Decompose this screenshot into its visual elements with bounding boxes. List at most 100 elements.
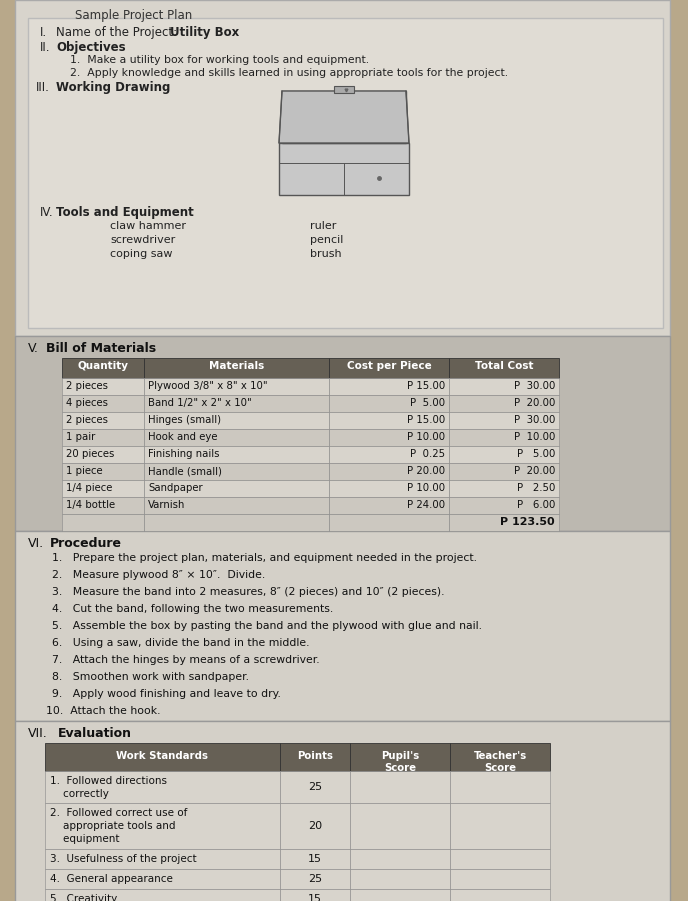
Bar bbox=[280, 771, 350, 803]
Text: Cost per Piece: Cost per Piece bbox=[347, 361, 431, 371]
Text: 1/4 bottle: 1/4 bottle bbox=[66, 500, 115, 510]
Bar bbox=[350, 849, 450, 869]
Text: 25: 25 bbox=[308, 782, 322, 792]
Bar bbox=[449, 514, 559, 531]
Bar bbox=[62, 497, 144, 514]
Bar bbox=[449, 480, 559, 497]
Text: 2.  Followed correct use of: 2. Followed correct use of bbox=[50, 808, 187, 818]
Bar bbox=[449, 497, 559, 514]
Bar bbox=[45, 869, 280, 889]
Bar bbox=[329, 378, 449, 395]
Bar bbox=[449, 463, 559, 480]
Text: P  20.00: P 20.00 bbox=[514, 466, 555, 476]
Bar bbox=[45, 849, 280, 869]
Text: P 15.00: P 15.00 bbox=[407, 415, 445, 425]
Text: Finishing nails: Finishing nails bbox=[148, 449, 219, 459]
Bar bbox=[280, 889, 350, 901]
Bar bbox=[144, 395, 329, 412]
Text: Teacher's
Score: Teacher's Score bbox=[473, 751, 526, 772]
Bar bbox=[62, 446, 144, 463]
Bar bbox=[449, 358, 559, 378]
Bar bbox=[449, 446, 559, 463]
Bar bbox=[45, 771, 280, 803]
Text: Procedure: Procedure bbox=[50, 537, 122, 550]
Text: P  30.00: P 30.00 bbox=[514, 381, 555, 391]
Text: VII.: VII. bbox=[28, 727, 47, 740]
Text: Total Cost: Total Cost bbox=[475, 361, 533, 371]
Text: I.: I. bbox=[40, 26, 47, 39]
Text: P  10.00: P 10.00 bbox=[514, 432, 555, 442]
Text: Work Standards: Work Standards bbox=[116, 751, 208, 761]
Text: 4.   Cut the band, following the two measurements.: 4. Cut the band, following the two measu… bbox=[52, 604, 333, 614]
Text: 3.  Usefulness of the project: 3. Usefulness of the project bbox=[50, 854, 197, 864]
Bar bbox=[450, 771, 550, 803]
Bar bbox=[449, 378, 559, 395]
Text: Evaluation: Evaluation bbox=[58, 727, 132, 740]
Bar bbox=[144, 358, 329, 378]
Text: 10.  Attach the hook.: 10. Attach the hook. bbox=[46, 706, 160, 716]
Bar bbox=[62, 514, 144, 531]
Bar bbox=[279, 143, 409, 195]
Text: 6.   Using a saw, divide the band in the middle.: 6. Using a saw, divide the band in the m… bbox=[52, 638, 310, 648]
Text: Pupil's
Score: Pupil's Score bbox=[381, 751, 419, 772]
Bar bbox=[144, 463, 329, 480]
Text: VI.: VI. bbox=[28, 537, 44, 550]
Bar bbox=[350, 803, 450, 849]
Text: P   5.00: P 5.00 bbox=[517, 449, 555, 459]
Bar bbox=[144, 378, 329, 395]
Text: IV.: IV. bbox=[40, 206, 54, 219]
Text: 1.   Prepare the project plan, materials, and equipment needed in the project.: 1. Prepare the project plan, materials, … bbox=[52, 553, 477, 563]
Text: P 15.00: P 15.00 bbox=[407, 381, 445, 391]
Bar bbox=[144, 412, 329, 429]
Text: P 24.00: P 24.00 bbox=[407, 500, 445, 510]
Bar bbox=[350, 889, 450, 901]
Text: correctly: correctly bbox=[50, 789, 109, 799]
Text: pencil: pencil bbox=[310, 235, 343, 245]
Bar bbox=[334, 86, 354, 93]
Bar bbox=[280, 743, 350, 771]
Text: Materials: Materials bbox=[209, 361, 264, 371]
Bar bbox=[62, 429, 144, 446]
Text: P   2.50: P 2.50 bbox=[517, 483, 555, 493]
Bar bbox=[350, 743, 450, 771]
Bar bbox=[329, 497, 449, 514]
Bar bbox=[280, 869, 350, 889]
Text: 4.  General appearance: 4. General appearance bbox=[50, 874, 173, 884]
Bar bbox=[329, 412, 449, 429]
Text: P 123.50: P 123.50 bbox=[500, 517, 555, 527]
Text: Bill of Materials: Bill of Materials bbox=[46, 342, 156, 355]
Text: V.: V. bbox=[28, 342, 39, 355]
Bar bbox=[144, 480, 329, 497]
Bar bbox=[62, 480, 144, 497]
Text: P 20.00: P 20.00 bbox=[407, 466, 445, 476]
Text: 3.   Measure the band into 2 measures, 8″ (2 pieces) and 10″ (2 pieces).: 3. Measure the band into 2 measures, 8″ … bbox=[52, 587, 444, 597]
Text: 1 piece: 1 piece bbox=[66, 466, 103, 476]
Text: P   6.00: P 6.00 bbox=[517, 500, 555, 510]
Text: 2.  Apply knowledge and skills learned in using appropriate tools for the projec: 2. Apply knowledge and skills learned in… bbox=[70, 68, 508, 78]
Text: 20 pieces: 20 pieces bbox=[66, 449, 114, 459]
Text: Sample Project Plan: Sample Project Plan bbox=[75, 9, 192, 22]
Text: equipment: equipment bbox=[50, 834, 120, 844]
Bar bbox=[15, 531, 670, 721]
Text: II.: II. bbox=[40, 41, 50, 54]
Text: 4 pieces: 4 pieces bbox=[66, 398, 108, 408]
Text: Varnish: Varnish bbox=[148, 500, 185, 510]
Bar bbox=[144, 514, 329, 531]
Bar bbox=[144, 446, 329, 463]
Text: P  5.00: P 5.00 bbox=[410, 398, 445, 408]
Text: Quantity: Quantity bbox=[78, 361, 129, 371]
Bar bbox=[280, 803, 350, 849]
Text: 2.   Measure plywood 8″ × 10″.  Divide.: 2. Measure plywood 8″ × 10″. Divide. bbox=[52, 570, 266, 580]
Text: 20: 20 bbox=[308, 821, 322, 831]
Bar bbox=[450, 849, 550, 869]
Text: 5.   Assemble the box by pasting the band and the plywood with glue and nail.: 5. Assemble the box by pasting the band … bbox=[52, 621, 482, 631]
Text: 8.   Smoothen work with sandpaper.: 8. Smoothen work with sandpaper. bbox=[52, 672, 249, 682]
Text: Utility Box: Utility Box bbox=[170, 26, 239, 39]
Text: Hinges (small): Hinges (small) bbox=[148, 415, 221, 425]
Bar bbox=[329, 463, 449, 480]
Text: 15: 15 bbox=[308, 854, 322, 864]
Text: Tools and Equipment: Tools and Equipment bbox=[56, 206, 194, 219]
Text: Hook and eye: Hook and eye bbox=[148, 432, 217, 442]
Text: Plywood 3/8" x 8" x 10": Plywood 3/8" x 8" x 10" bbox=[148, 381, 268, 391]
Bar bbox=[45, 889, 280, 901]
